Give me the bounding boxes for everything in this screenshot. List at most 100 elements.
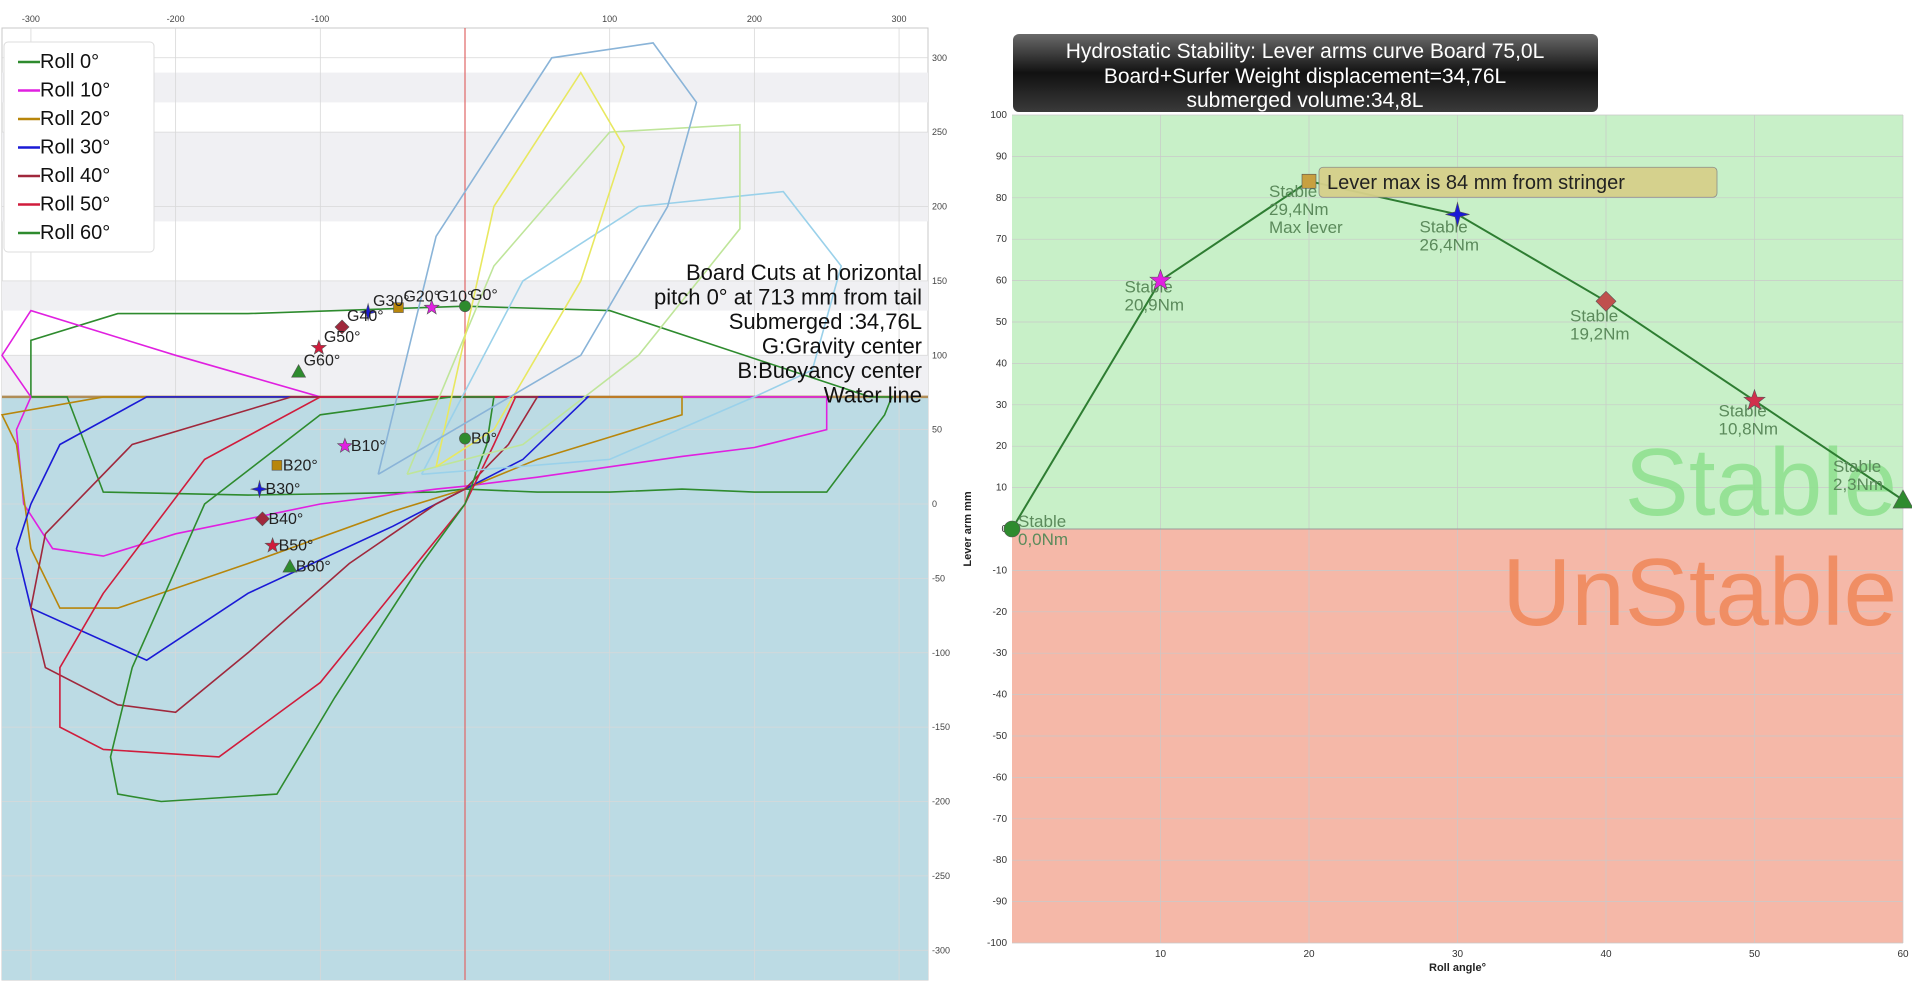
y-tick-label: 0 [932,499,937,509]
point-annotation: 10,8Nm [1719,420,1779,439]
lever-arm-svg: 1009080706050403020100-10-20-30-40-50-60… [962,34,1912,974]
y-tick-label: -10 [993,565,1008,576]
y-tick-label: 300 [932,53,947,63]
unstable-zone-label: UnStable [1502,539,1897,646]
note-line: Board Cuts at horizontal [686,260,922,285]
data-point-marker [1445,201,1470,228]
y-tick-label: -150 [932,722,950,732]
x-axis-label: Roll angle° [1429,962,1486,974]
x-tick-label: 100 [602,14,617,24]
y-tick-label: 200 [932,202,947,212]
data-point-marker [1301,173,1317,189]
point-annotation: Stable [1420,217,1468,236]
legend-entry: Roll 50° [40,194,110,216]
section-outline [30,305,893,496]
legend-entry: Roll 40° [40,165,110,187]
buoyancy_centers-label: B20° [283,457,318,474]
buoyancy_centers-label: B50° [279,538,314,555]
buoyancy_centers-label: B40° [268,511,303,528]
y-tick-label: 20 [996,441,1008,452]
legend-entry: Roll 60° [40,222,110,244]
section-outline [109,396,495,803]
buoyancy_centers-marker [255,511,270,527]
gravity_centers-label: G0° [470,287,498,304]
buoyancy_centers-marker [271,460,283,471]
y-tick-label: -250 [932,871,950,881]
y-tick-label: 80 [996,193,1008,204]
y-tick-label: 50 [932,425,942,435]
buoyancy_centers-marker [264,537,281,553]
lever-arm-chart: 1009080706050403020100-10-20-30-40-50-60… [955,0,1912,1000]
section-outline [59,396,517,758]
section-outline [406,123,741,476]
y-tick-label: -30 [993,648,1008,659]
max-lever-callout: Lever max is 84 mm from stringer [1327,172,1625,194]
note-line: Water line [824,383,922,408]
y-tick-label: -100 [932,648,950,658]
y-tick-label: 150 [932,276,947,286]
gravity_centers-label: G40° [347,308,384,325]
section-outline [435,71,626,468]
buoyancy_centers-label: B60° [296,558,331,575]
gravity_centers-label: G20° [403,289,440,306]
x-tick-label: 200 [747,14,762,24]
y-tick-label: -50 [932,573,945,583]
chart-title: Hydrostatic Stability: Lever arms curve … [1066,40,1545,63]
buoyancy_centers-marker [249,479,270,499]
data-point-marker [1892,489,1912,509]
x-tick-label: -100 [311,14,329,24]
buoyancy_centers-label: B0° [471,431,497,448]
point-annotation: 26,4Nm [1420,235,1480,254]
gravity_centers-label: G10° [437,289,474,306]
y-tick-label: -200 [932,797,950,807]
point-annotation: Stable [1833,457,1881,476]
buoyancy_centers-label: B10° [351,438,386,455]
section-outline [15,396,590,662]
gravity_centers-marker [423,299,440,315]
y-tick-label: 10 [996,483,1008,494]
y-tick-label: 100 [932,350,947,360]
x-tick-label: 50 [1749,949,1761,960]
point-annotation: Stable [1570,306,1618,325]
data-point-marker [1003,520,1021,538]
data-point-marker [1149,268,1172,291]
chart-subtitle: submerged volume:34,8L [1187,89,1424,112]
legend: Roll 0° Roll 10° Roll 20° Roll 30° Roll 40° R… [3,41,155,253]
point-annotation: 19,2Nm [1570,324,1630,343]
note-line: Submerged :34,76L [729,309,922,334]
y-tick-label: -300 [932,945,950,955]
point-annotation: Stable [1018,512,1066,531]
y-tick-label: 30 [996,400,1008,411]
y-tick-label: -100 [987,938,1007,949]
buoyancy_centers-marker [282,558,298,573]
point-annotation: 20,9Nm [1125,296,1185,315]
y-axis-label: Lever arm mm [962,491,974,566]
legend-entry: Roll 30° [40,137,110,159]
buoyancy_centers-label: B30° [266,481,301,498]
y-tick-label: 50 [996,317,1008,328]
x-tick-label: 10 [1155,949,1167,960]
buoyancy_centers-marker [459,432,471,445]
max-lever-callout-box [1318,166,1718,198]
note-line: pitch 0° at 713 mm from tail [654,285,922,310]
y-tick-label: 60 [996,276,1008,287]
gravity_centers-marker [459,300,471,313]
cross-section-svg: -300 -200 -100 100 200 300 300 250 200 150 100 50 0 -… [0,14,950,981]
y-tick-label: -90 [993,897,1008,908]
y-tick-label: 40 [996,358,1008,369]
point-annotation: Stable [1719,402,1767,421]
section-outline [420,190,843,476]
gravity_centers-marker [291,363,307,378]
gravity_centers-label: G50° [324,329,361,346]
cross-section-chart: -300 -200 -100 100 200 300 300 250 200 150 100 50 0 -… [0,0,955,1000]
y-tick-label: -70 [993,814,1008,825]
point-annotation: 0,0Nm [1018,530,1068,549]
gravity_centers-marker [310,339,328,355]
chart-subtitle: Board+Surfer Weight displacement=34,76L [1104,65,1506,88]
gravity_centers-marker [393,302,404,313]
note-line: B:Buoyancy center [737,358,922,383]
point-annotation: 29,4Nm [1269,200,1329,219]
gravity_centers-marker [359,302,377,322]
y-tick-label: -60 [993,772,1008,783]
y-tick-label: -20 [993,607,1008,618]
